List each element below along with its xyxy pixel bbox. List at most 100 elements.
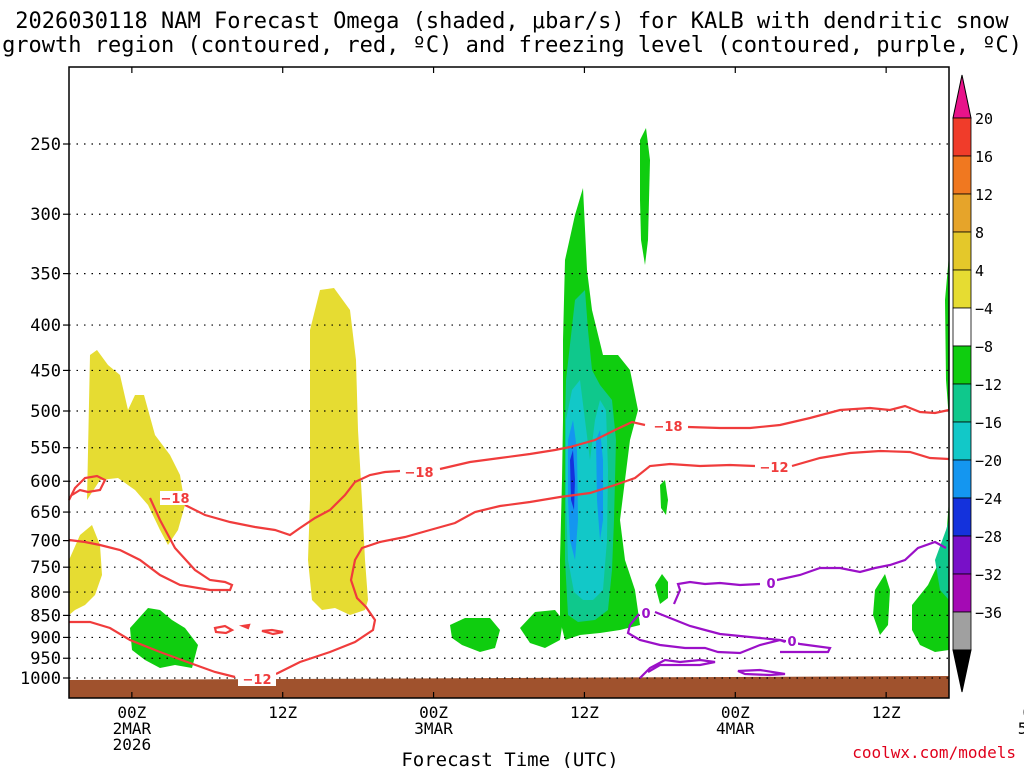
freezing-label: 0 xyxy=(787,635,796,650)
omega-shade-green xyxy=(945,255,949,420)
omega-shade-green xyxy=(655,574,668,604)
colorbar-label: −12 xyxy=(975,376,1002,394)
x-tick-label: 5MAR xyxy=(1018,719,1024,738)
chart-title-line2: growth region (contoured, red, ºC) and f… xyxy=(2,33,1022,58)
colorbar-label: −32 xyxy=(975,566,1002,584)
colorbar-segment xyxy=(952,117,972,157)
freezing-contour-zero xyxy=(626,613,786,655)
colorbar-label: 20 xyxy=(975,110,993,128)
x-tick-label: 12Z xyxy=(268,703,297,722)
colorbar-top-arrow xyxy=(952,74,972,119)
omega-shade-yellow xyxy=(69,525,102,615)
dgz-contour-minus12 xyxy=(791,449,950,468)
colorbar-label: −20 xyxy=(975,452,1002,470)
dgz-contour-minus18 xyxy=(687,404,950,430)
y-tick-label: 750 xyxy=(30,558,61,578)
y-tick-label: 300 xyxy=(30,205,61,225)
x-tick-label: 00Z xyxy=(1023,703,1024,722)
colorbar-label: 4 xyxy=(975,262,984,280)
omega-shade-green xyxy=(912,500,949,652)
omega-shade-green xyxy=(450,618,500,652)
colorbar-bottom-arrow xyxy=(952,649,972,693)
x-tick-label: 2026 xyxy=(113,735,152,754)
colorbar-label: 16 xyxy=(975,148,993,166)
dgz-contour-minus12 xyxy=(261,628,284,636)
colorbar-segment xyxy=(952,497,972,537)
chart-title-line1: 2026030118 NAM Forecast Omega (shaded, μ… xyxy=(15,9,1009,34)
freezing-contour-zero xyxy=(776,540,947,582)
omega-colorbar: 20 16 12 8 4 −4 −8 −12 −16 −20 −24 −28 −32 −36 xyxy=(952,74,1002,693)
dgz-contour-minus12 xyxy=(275,462,756,675)
y-tick-label: 800 xyxy=(30,583,61,603)
colorbar-label: −4 xyxy=(975,300,993,318)
colorbar-segment xyxy=(952,307,972,347)
y-tick-label: 650 xyxy=(30,503,61,523)
dgz-contour-minus12 xyxy=(69,620,236,679)
omega-shade-green xyxy=(640,128,650,265)
colorbar-segment xyxy=(952,573,972,613)
colorbar-label: −36 xyxy=(975,604,1002,622)
omega-shade-yellow xyxy=(87,350,185,545)
dgz-contour-minus18 xyxy=(439,420,646,471)
y-tick-label: 450 xyxy=(30,361,61,381)
colorbar-segment xyxy=(952,535,972,575)
omega-shade-teal xyxy=(935,520,949,600)
credit-label: coolwx.com/models xyxy=(852,743,1016,762)
plot-frame xyxy=(68,66,950,699)
dgz-contour-minus18 xyxy=(184,469,401,537)
colorbar-segment xyxy=(952,383,972,423)
colorbar-segment xyxy=(952,459,972,499)
dgz-contour-minus12 xyxy=(238,623,251,630)
dgz-label: −12 xyxy=(243,673,272,688)
y-tick-label: 950 xyxy=(30,649,61,669)
dgz-contour-minus18 xyxy=(68,474,107,501)
colorbar-label: 8 xyxy=(975,224,984,242)
y-tick-label: 600 xyxy=(30,472,61,492)
y-tick-label: 500 xyxy=(30,402,61,422)
y-tick-label: 700 xyxy=(30,532,61,552)
y-tick-label: 250 xyxy=(30,135,61,155)
x-tick-label: 4MAR xyxy=(716,719,755,738)
omega-shade-yellow xyxy=(308,288,368,615)
dgz-contour-minus12 xyxy=(213,624,235,635)
colorbar-label: 12 xyxy=(975,186,993,204)
freezing-contour-zero xyxy=(639,658,716,679)
omega-shade-green xyxy=(873,574,890,635)
y-tick-label: 850 xyxy=(30,606,61,626)
colorbar-label: −24 xyxy=(975,490,1002,508)
x-tick-label: 00Z xyxy=(117,703,146,722)
dgz-contour-minus18 xyxy=(68,497,234,592)
colorbar-segment xyxy=(952,155,972,195)
omega-shade-green xyxy=(520,610,563,648)
freezing-contour-zero xyxy=(672,580,761,605)
y-tick-label: 350 xyxy=(30,265,61,285)
colorbar-label: −28 xyxy=(975,528,1002,546)
x-tick-label: 00Z xyxy=(721,703,750,722)
freezing-label: 0 xyxy=(641,607,650,622)
x-axis-title: Forecast Time (UTC) xyxy=(401,749,618,768)
colorbar-segment xyxy=(952,421,972,461)
x-tick-label: 12Z xyxy=(570,703,599,722)
colorbar-segment xyxy=(952,269,972,309)
colorbar-segment xyxy=(952,231,972,271)
x-tick-label: 12Z xyxy=(872,703,901,722)
dgz-label: −18 xyxy=(654,420,683,435)
colorbar-segment xyxy=(952,345,972,385)
dgz-label: −18 xyxy=(405,466,434,481)
colorbar-segment xyxy=(952,611,972,651)
freezing-label: 0 xyxy=(766,577,775,592)
x-tick-label: 00Z xyxy=(419,703,448,722)
omega-shade-green xyxy=(660,480,668,515)
x-tick-label: 2MAR xyxy=(113,719,152,738)
omega-shade-cyan xyxy=(566,380,608,600)
y-tick-label: 550 xyxy=(30,439,61,459)
dgz-label: −12 xyxy=(760,461,789,476)
y-tick-label: 900 xyxy=(30,628,61,648)
omega-shade-green xyxy=(130,608,198,668)
y-tick-label: 400 xyxy=(30,316,61,336)
dgz-label: −18 xyxy=(161,492,190,507)
freezing-contour-zero xyxy=(737,668,786,677)
ground-surface xyxy=(69,676,949,698)
colorbar-label: −16 xyxy=(975,414,1002,432)
